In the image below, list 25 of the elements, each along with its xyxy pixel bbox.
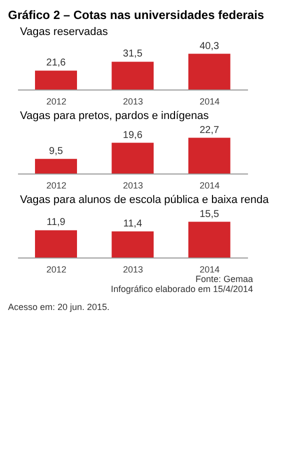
text: Acesso em: 20 jun. 2015. [8, 302, 111, 312]
text: Infográfico elaborado em 15/4/2014 [110, 284, 253, 294]
chart-title: Gráfico 2 – Cotas nas universidades federais [8, 8, 266, 22]
source-note: Fonte: Gemaa [194, 274, 253, 284]
x-tick-label: 2012 [46, 96, 66, 106]
data-label: 40,3 [200, 40, 220, 52]
x-tick-label: 2012 [46, 264, 66, 274]
chart-subtitle: Vagas para pretos, pardos e indígenas [20, 110, 210, 122]
data-label: 11,4 [123, 218, 142, 230]
data-label: 9,5 [49, 146, 64, 157]
data-label: 21,6 [46, 58, 66, 69]
x-tick-label: 2013 [122, 96, 144, 106]
chart-subtitle: Vagas reservadas [20, 26, 109, 38]
data-label: 15,5 [200, 208, 220, 220]
x-tick-label: 2014 [200, 264, 220, 274]
x-tick-label: 2014 [200, 96, 220, 106]
x-tick-label: 2013 [122, 264, 144, 274]
data-label: 19,6 [122, 130, 143, 141]
chart-subtitle: Vagas para alunos de escola pública e baixa renda [20, 194, 270, 206]
data-label: 11,9 [46, 217, 66, 228]
x-tick-label: 2014 [200, 180, 220, 190]
x-tick-label: 2013 [122, 180, 144, 190]
data-label: 31,5 [122, 48, 143, 60]
x-tick-label: 2012 [46, 180, 66, 190]
data-label: 22,7 [200, 124, 220, 136]
